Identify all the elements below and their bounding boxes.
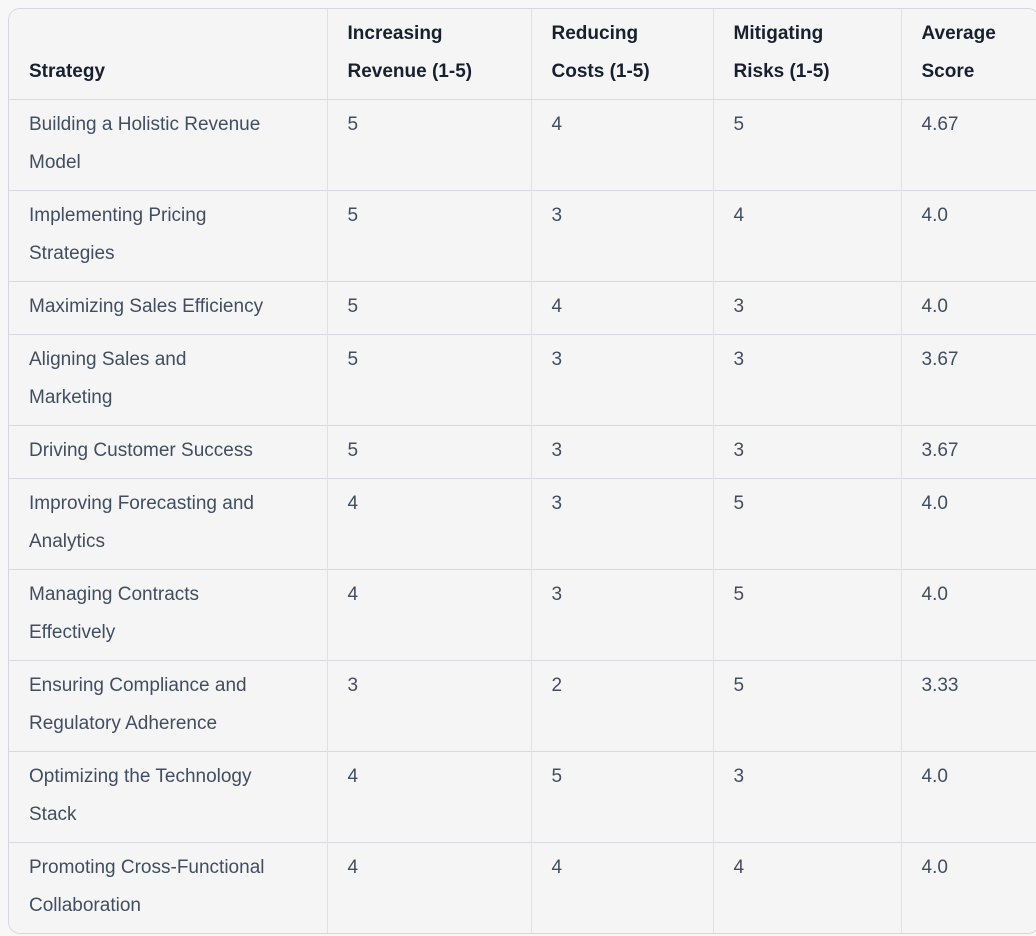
- table-row: Managing Contracts Effectively 4 3 5 4.0: [9, 569, 1036, 661]
- average-score-cell: 3.33: [900, 660, 1036, 752]
- table-row: Optimizing the Technology Stack 4 5 3 4.0: [9, 751, 1036, 843]
- strategy-scores-table: Strategy Increasing Revenue (1-5) Reducing…: [9, 9, 1036, 933]
- strategy-cell: Building a Holistic Revenue Model: [9, 99, 327, 191]
- average-score-cell: 4.0: [900, 478, 1036, 570]
- table-row: Driving Customer Success 5 3 3 3.67: [9, 425, 1036, 479]
- increasing-revenue-cell: 4: [326, 569, 531, 661]
- table-header: Strategy Increasing Revenue (1-5) Reducing…: [9, 9, 1036, 100]
- reducing-costs-cell: 4: [530, 842, 713, 933]
- increasing-revenue-cell: 3: [326, 660, 531, 752]
- reducing-costs-cell: 3: [530, 569, 713, 661]
- column-header-increasing-revenue: Increasing Revenue (1-5): [326, 9, 531, 100]
- average-score-cell: 4.0: [900, 751, 1036, 843]
- strategy-cell: Aligning Sales and Marketing: [9, 334, 327, 426]
- mitigating-risks-cell: 4: [712, 842, 901, 933]
- reducing-costs-cell: 2: [530, 660, 713, 752]
- mitigating-risks-cell: 3: [712, 425, 901, 479]
- column-header-average-score: Average Score: [900, 9, 1036, 100]
- mitigating-risks-cell: 4: [712, 190, 901, 282]
- reducing-costs-cell: 4: [530, 99, 713, 191]
- increasing-revenue-cell: 5: [326, 281, 531, 335]
- reducing-costs-cell: 3: [530, 425, 713, 479]
- column-header-mitigating-risks: Mitigating Risks (1-5): [712, 9, 901, 100]
- increasing-revenue-cell: 5: [326, 425, 531, 479]
- strategy-cell: Ensuring Compliance and Regulatory Adher…: [9, 660, 327, 752]
- table-row: Improving Forecasting and Analytics 4 3 5 4.…: [9, 478, 1036, 570]
- mitigating-risks-cell: 5: [712, 478, 901, 570]
- average-score-cell: 4.0: [900, 281, 1036, 335]
- increasing-revenue-cell: 4: [326, 478, 531, 570]
- mitigating-risks-cell: 5: [712, 660, 901, 752]
- strategy-cell: Promoting Cross-Functional Collaboration: [9, 842, 327, 933]
- increasing-revenue-cell: 5: [326, 190, 531, 282]
- strategy-cell: Maximizing Sales Efficiency: [9, 281, 327, 335]
- table-row: Maximizing Sales Efficiency 5 4 3 4.0: [9, 281, 1036, 335]
- strategy-cell: Improving Forecasting and Analytics: [9, 478, 327, 570]
- table-body: Building a Holistic Revenue Model 5 4 5 4.67…: [9, 99, 1036, 933]
- strategy-cell: Managing Contracts Effectively: [9, 569, 327, 661]
- average-score-cell: 4.0: [900, 569, 1036, 661]
- reducing-costs-cell: 3: [530, 334, 713, 426]
- strategy-cell: Driving Customer Success: [9, 425, 327, 479]
- increasing-revenue-cell: 5: [326, 334, 531, 426]
- mitigating-risks-cell: 5: [712, 569, 901, 661]
- mitigating-risks-cell: 3: [712, 751, 901, 843]
- reducing-costs-cell: 3: [530, 190, 713, 282]
- average-score-cell: 4.0: [900, 842, 1036, 933]
- average-score-cell: 4.67: [900, 99, 1036, 191]
- table-row: Implementing Pricing Strategies 5 3 4 4.0: [9, 190, 1036, 282]
- header-row: Strategy Increasing Revenue (1-5) Reducing…: [9, 9, 1036, 100]
- strategy-scores-table-card: Strategy Increasing Revenue (1-5) Reducing…: [8, 8, 1036, 934]
- strategy-cell: Optimizing the Technology Stack: [9, 751, 327, 843]
- reducing-costs-cell: 3: [530, 478, 713, 570]
- column-header-strategy: Strategy: [9, 9, 327, 100]
- table-row: Aligning Sales and Marketing 5 3 3 3.67: [9, 334, 1036, 426]
- increasing-revenue-cell: 4: [326, 751, 531, 843]
- increasing-revenue-cell: 5: [326, 99, 531, 191]
- average-score-cell: 3.67: [900, 425, 1036, 479]
- average-score-cell: 3.67: [900, 334, 1036, 426]
- increasing-revenue-cell: 4: [326, 842, 531, 933]
- mitigating-risks-cell: 3: [712, 334, 901, 426]
- reducing-costs-cell: 4: [530, 281, 713, 335]
- mitigating-risks-cell: 3: [712, 281, 901, 335]
- average-score-cell: 4.0: [900, 190, 1036, 282]
- mitigating-risks-cell: 5: [712, 99, 901, 191]
- strategy-cell: Implementing Pricing Strategies: [9, 190, 327, 282]
- column-header-reducing-costs: Reducing Costs (1-5): [530, 9, 713, 100]
- table-row: Building a Holistic Revenue Model 5 4 5 4.67: [9, 99, 1036, 191]
- table-row: Promoting Cross-Functional Collaboration…: [9, 842, 1036, 933]
- table-row: Ensuring Compliance and Regulatory Adher…: [9, 660, 1036, 752]
- reducing-costs-cell: 5: [530, 751, 713, 843]
